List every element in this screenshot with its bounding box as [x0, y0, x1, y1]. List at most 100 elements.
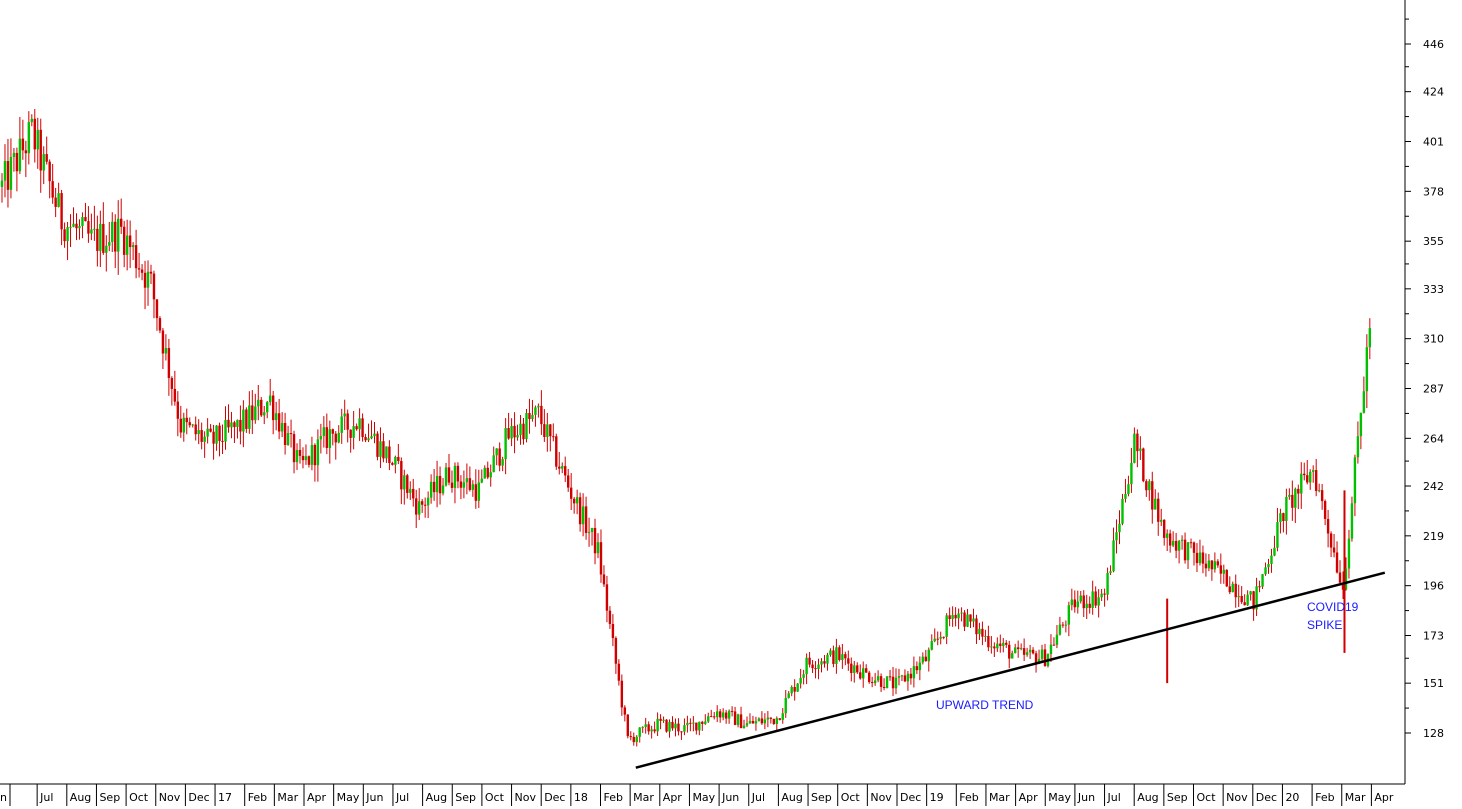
x-tick-label: Dec — [544, 791, 565, 804]
x-tick-label: Dec — [188, 791, 209, 804]
candle-body — [1130, 462, 1133, 485]
x-tick-label: Feb — [959, 791, 978, 804]
x-tick-label: Jul — [395, 791, 409, 804]
candle-body — [418, 501, 421, 515]
candle-body — [707, 716, 710, 722]
candle-body — [716, 711, 719, 718]
candle-body — [558, 466, 561, 469]
candle-body — [450, 482, 454, 488]
candle-body — [924, 656, 927, 662]
candle-body — [1025, 652, 1029, 655]
candle-body — [1061, 624, 1065, 626]
candle-body — [587, 531, 591, 533]
x-tick-label: Jun — [1077, 791, 1095, 804]
candle-body — [650, 729, 653, 732]
candle-body — [146, 271, 150, 288]
candle-body — [152, 273, 156, 300]
candle-body — [665, 719, 668, 732]
candle-body — [1097, 597, 1100, 606]
candle-body — [1255, 586, 1258, 610]
candle-body — [1034, 653, 1038, 664]
candle-body — [33, 118, 36, 150]
candle-body — [21, 138, 25, 151]
candle-body — [292, 434, 296, 463]
candle-body — [936, 638, 939, 640]
candle-body — [754, 721, 758, 724]
candle-body — [233, 422, 236, 428]
candle-body — [534, 407, 537, 415]
candle-body — [310, 444, 314, 465]
candle-body — [36, 129, 39, 150]
candle-body — [972, 618, 975, 622]
candle-body — [96, 228, 99, 251]
candle-body — [1207, 560, 1211, 569]
annotation-upward-trend: UPWARD TREND — [936, 698, 1034, 712]
candle-body — [999, 643, 1002, 646]
candle-body — [1139, 448, 1142, 452]
candle-body — [90, 229, 93, 234]
candle-body — [859, 672, 862, 679]
y-axis-ticks: 128 151 173 196 219 242 264 287 310 333 355 378 401 4… — [1405, 18, 1444, 740]
candle-body — [608, 610, 612, 624]
candle-body — [57, 193, 60, 207]
candle-body — [882, 686, 886, 688]
candle-body — [1198, 552, 1202, 564]
candle-body — [897, 676, 901, 678]
candle-body — [39, 129, 42, 171]
candle-body — [18, 138, 22, 172]
y-tick-label: 128 — [1423, 727, 1444, 740]
candle-body — [760, 718, 764, 724]
y-tick-label: 424 — [1423, 86, 1444, 99]
candle-body — [692, 722, 695, 724]
candle-body — [1195, 552, 1199, 564]
candle-body — [438, 475, 442, 494]
candle-body — [671, 721, 674, 729]
candle-body — [1112, 540, 1115, 572]
candle-body — [149, 271, 153, 274]
candle-body — [206, 428, 209, 437]
x-tick-label: Oct — [841, 791, 861, 804]
candle-body — [736, 714, 740, 725]
candle-body — [900, 675, 904, 677]
candle-body — [1165, 533, 1169, 538]
candle-body — [984, 635, 987, 637]
candle-body — [507, 428, 510, 439]
y-tick-label: 196 — [1423, 580, 1444, 593]
candle-body — [1028, 649, 1032, 653]
candle-body — [254, 406, 257, 421]
candle-body — [304, 456, 308, 461]
candle-body — [1300, 473, 1303, 494]
candle-body — [81, 217, 84, 227]
candle-body — [63, 229, 66, 242]
candle-body — [683, 725, 686, 732]
candle-body — [1368, 328, 1372, 348]
candle-body — [832, 650, 835, 664]
candle-body — [54, 197, 57, 207]
candle-body — [239, 419, 242, 432]
candle-body — [280, 422, 284, 432]
candle-body — [176, 401, 180, 419]
candle-body — [653, 729, 656, 732]
candle-body — [513, 425, 516, 438]
candle-body — [811, 664, 814, 669]
candle-body — [870, 682, 874, 684]
y-tick-label: 378 — [1423, 185, 1444, 198]
candle-body — [826, 654, 829, 664]
candle-body — [948, 615, 951, 619]
candle-body — [891, 676, 895, 689]
candle-body — [352, 426, 355, 438]
candle-body — [361, 418, 364, 438]
x-tick-label: 20 — [1285, 791, 1299, 804]
candle-body — [340, 416, 343, 433]
candle-body — [1312, 470, 1315, 472]
candle-body — [370, 436, 373, 439]
candle-body — [289, 433, 293, 435]
candle-body — [888, 676, 892, 678]
candle-body — [1100, 593, 1103, 598]
candle-body — [72, 223, 75, 227]
candle-body — [581, 506, 585, 525]
candle-body — [689, 722, 692, 724]
candle-body — [799, 677, 802, 684]
candle-body — [388, 446, 391, 464]
candle-body — [480, 478, 483, 483]
